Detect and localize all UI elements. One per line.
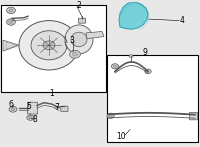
- Text: 9: 9: [143, 48, 147, 57]
- Polygon shape: [3, 40, 19, 51]
- Ellipse shape: [71, 32, 87, 47]
- FancyBboxPatch shape: [61, 106, 68, 111]
- Text: 8: 8: [33, 115, 37, 124]
- Circle shape: [73, 52, 77, 56]
- Text: 7: 7: [55, 103, 59, 112]
- Ellipse shape: [19, 21, 79, 70]
- Circle shape: [109, 115, 112, 117]
- Text: 6: 6: [9, 100, 13, 109]
- Circle shape: [11, 108, 15, 111]
- Circle shape: [129, 55, 133, 58]
- Text: 3: 3: [70, 36, 74, 45]
- FancyBboxPatch shape: [189, 112, 198, 120]
- FancyBboxPatch shape: [1, 5, 106, 92]
- Circle shape: [107, 113, 114, 118]
- Text: 10: 10: [116, 132, 126, 141]
- Circle shape: [145, 69, 151, 74]
- Circle shape: [27, 115, 34, 120]
- FancyBboxPatch shape: [78, 18, 86, 23]
- FancyBboxPatch shape: [107, 55, 198, 142]
- Ellipse shape: [65, 25, 93, 54]
- Circle shape: [9, 21, 13, 24]
- Circle shape: [9, 9, 13, 12]
- Circle shape: [70, 50, 80, 58]
- Circle shape: [7, 7, 15, 14]
- Polygon shape: [6, 42, 17, 49]
- Circle shape: [7, 19, 15, 25]
- Polygon shape: [86, 31, 104, 39]
- Ellipse shape: [43, 41, 55, 50]
- Polygon shape: [119, 2, 148, 29]
- Text: 1: 1: [50, 90, 54, 98]
- Circle shape: [111, 64, 119, 69]
- Circle shape: [9, 106, 17, 112]
- Circle shape: [29, 116, 32, 119]
- Text: 4: 4: [180, 16, 185, 25]
- Text: 5: 5: [27, 102, 31, 111]
- FancyBboxPatch shape: [27, 102, 38, 114]
- Circle shape: [113, 65, 117, 67]
- Ellipse shape: [31, 31, 67, 60]
- Text: 2: 2: [77, 1, 81, 10]
